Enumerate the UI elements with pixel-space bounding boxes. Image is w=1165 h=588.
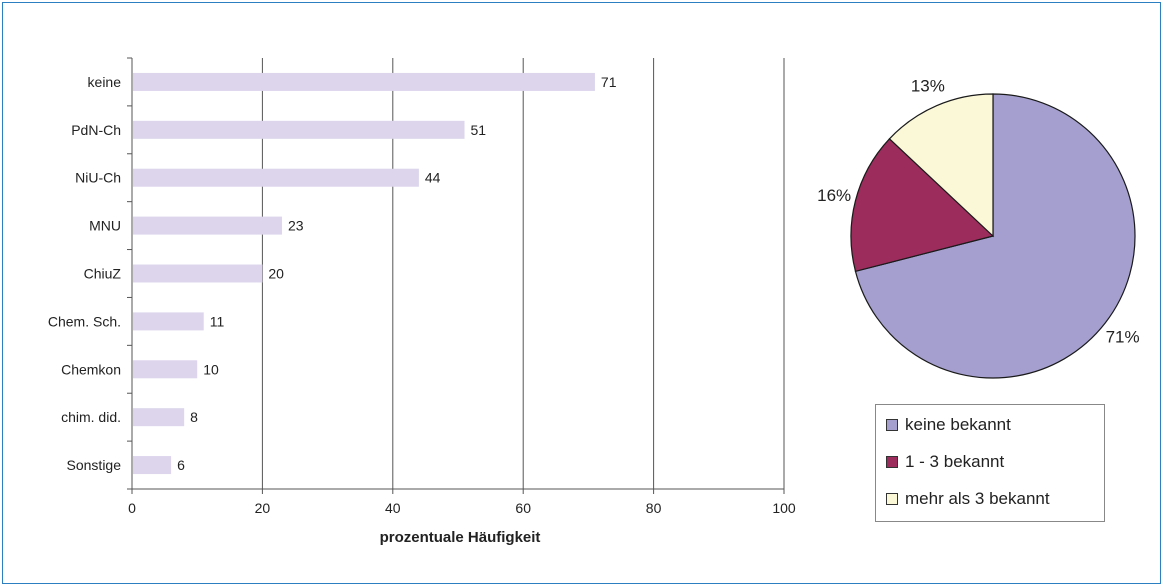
legend-item: keine bekannt xyxy=(886,414,1011,436)
data-label: 44 xyxy=(425,170,441,186)
y-tick-label: keine xyxy=(88,74,122,90)
data-label: 6 xyxy=(177,457,185,473)
legend-label: 1 - 3 bekannt xyxy=(905,452,1005,471)
y-tick-label: NiU-Ch xyxy=(75,170,121,186)
y-tick-label: chim. did. xyxy=(61,409,121,425)
data-label: 11 xyxy=(210,313,225,329)
y-tick-label: ChiuZ xyxy=(84,266,122,282)
legend-item: mehr als 3 bekannt xyxy=(886,488,1050,510)
pie-slice xyxy=(854,93,1136,379)
legend-label: mehr als 3 bekannt xyxy=(905,489,1050,508)
bar-chart: 71 51 44 23 20 11 10 8 6 0 20 40 60 80 100 keine PdN-Ch… xyxy=(48,57,1140,546)
x-tick-label: 20 xyxy=(255,500,271,516)
bar xyxy=(133,264,263,283)
bar xyxy=(133,168,419,187)
pie-data-label: 13% xyxy=(911,76,945,95)
legend-swatch xyxy=(886,456,898,468)
bar xyxy=(133,408,185,427)
data-label: 20 xyxy=(268,266,284,282)
y-tick-label: Sonstige xyxy=(67,457,122,473)
legend-swatch xyxy=(886,419,898,431)
data-label: 8 xyxy=(190,409,198,425)
legend-swatch xyxy=(886,493,898,505)
pie-data-label: 16% xyxy=(817,186,851,205)
bar xyxy=(133,312,204,331)
x-tick-label: 40 xyxy=(385,500,401,516)
x-axis-title: prozentuale Häufigkeit xyxy=(380,529,541,546)
pie-data-label: 71% xyxy=(1106,328,1140,347)
y-tick-label: Chemkon xyxy=(61,361,121,377)
data-label: 10 xyxy=(203,361,219,377)
bar xyxy=(133,216,282,235)
x-tick-label: 80 xyxy=(646,500,662,516)
y-tick-label: Chem. Sch. xyxy=(48,313,121,329)
data-label: 71 xyxy=(601,74,617,90)
x-tick-label: 100 xyxy=(772,500,796,516)
pie-chart: 71% 16% 13% xyxy=(817,76,1140,379)
legend-label: keine bekannt xyxy=(905,415,1011,434)
x-tick-label: 60 xyxy=(515,500,531,516)
pie-legend: keine bekannt 1 - 3 bekannt mehr als 3 bek… xyxy=(875,404,1105,522)
bar xyxy=(133,360,198,379)
pie-slice xyxy=(850,137,995,273)
bar xyxy=(133,456,172,475)
data-label: 23 xyxy=(288,218,304,234)
data-label: 51 xyxy=(471,122,487,138)
bar xyxy=(133,120,465,139)
pie-slice xyxy=(888,93,994,238)
x-tick-label: 0 xyxy=(128,500,136,516)
bar xyxy=(133,72,595,91)
legend-item: 1 - 3 bekannt xyxy=(886,451,1004,473)
y-tick-label: MNU xyxy=(89,218,121,234)
y-tick-label: PdN-Ch xyxy=(71,122,121,138)
